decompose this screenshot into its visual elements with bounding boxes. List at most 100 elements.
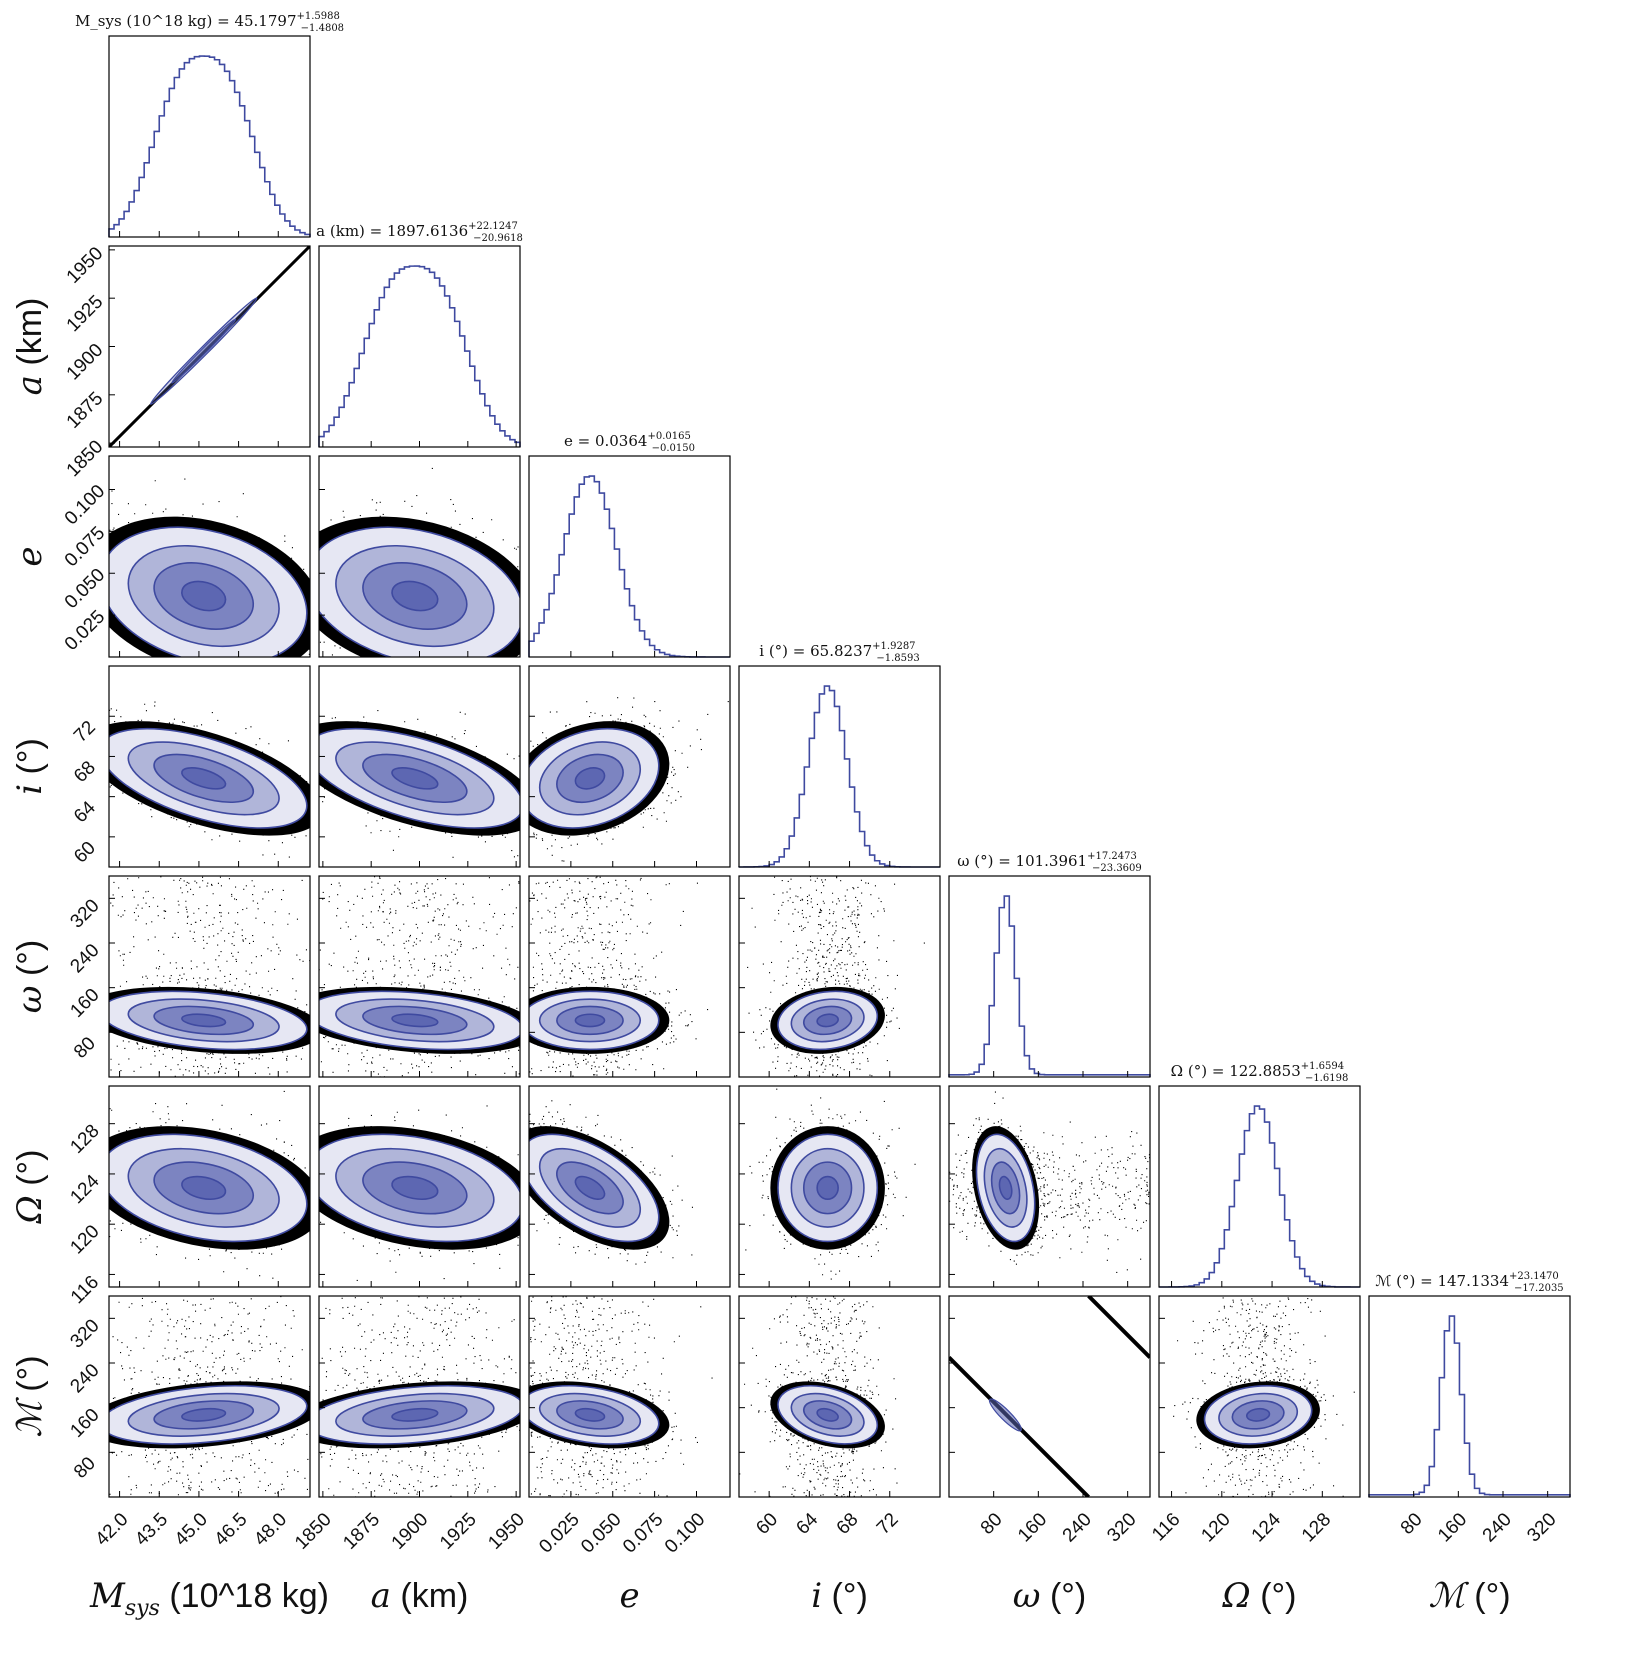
panel-M-vs-msys: [108, 1295, 311, 1498]
contour-level-4: [816, 1407, 839, 1422]
y-axis-label-O: Ω (°): [10, 1150, 50, 1225]
panel-M-vs-w: [948, 1295, 1151, 1498]
x-tick-label: 1925: [436, 1509, 481, 1554]
x-tick-label: 80: [977, 1509, 1007, 1539]
y-tick-label: 1850: [63, 436, 108, 481]
x-axis-label-w: ω (°): [1013, 1576, 1086, 1616]
panel-M-vs-O: [1158, 1295, 1361, 1498]
panel-frame: [108, 1085, 311, 1288]
x-tick-label: 1900: [388, 1509, 433, 1554]
x-axis-label-a: a (km): [371, 1576, 469, 1616]
panel-frame: [108, 455, 311, 658]
y-tick-label: 80: [70, 1453, 100, 1483]
panel-frame: [948, 1295, 1151, 1498]
contour-level-4: [181, 1013, 227, 1028]
hist-panel-M: ℳ (°) = 147.1334+23.1470 −17.2035: [1368, 1271, 1571, 1498]
x-axis-label-M: ℳ (°): [1428, 1576, 1510, 1616]
y-axis-label-w: ω (°): [10, 940, 50, 1013]
x-tick-label: 320: [1523, 1509, 1560, 1546]
x-tick-label: 124: [1248, 1509, 1286, 1547]
hist-frame-O: [1158, 1085, 1361, 1288]
panel-M-vs-e: [528, 1295, 731, 1498]
contour-level-4: [998, 1175, 1013, 1201]
hist-title-median: 122.8853: [1229, 1062, 1301, 1080]
hist-title-err-minus: −1.4808: [301, 23, 344, 34]
scatter-band: [1087, 1296, 1150, 1359]
y-tick-label: 160: [66, 1405, 103, 1442]
hist-title-err-minus: −1.6198: [1305, 1073, 1348, 1084]
x-tick-label: 120: [1197, 1509, 1234, 1546]
panel-O-vs-w: [948, 1085, 1151, 1288]
hist-line-a: [318, 265, 521, 447]
x-tick-label: 240: [1479, 1509, 1516, 1546]
panel-frame: [108, 875, 311, 1078]
x-tick-label: 68: [833, 1509, 863, 1539]
y-tick-label: 1900: [63, 340, 108, 385]
x-axis-label-e: e: [619, 1576, 639, 1616]
hist-title-lhs: e =: [564, 432, 595, 450]
y-tick-label: 320: [66, 895, 103, 932]
panel-M-vs-i: [738, 1295, 941, 1498]
y-tick-label: 0.050: [61, 565, 109, 613]
hist-line-w: [948, 895, 1151, 1077]
hist-title-lhs: ω (°) =: [957, 852, 1015, 870]
panel-O-vs-msys: [108, 1085, 311, 1288]
contour-level-4: [181, 767, 227, 790]
hist-title-median: 101.3961: [1016, 852, 1088, 870]
hist-title-i: i (°) = 65.8237+1.9287 −1.8593: [759, 641, 919, 664]
panel-frame: [528, 1295, 731, 1498]
hist-panel-w: ω (°) = 101.3961+17.2473 −23.3609: [948, 851, 1151, 1078]
contour-ellipse: [988, 1398, 1022, 1432]
y-tick-label: 124: [66, 1171, 104, 1209]
x-axis-label-i: i (°): [811, 1576, 868, 1616]
x-axis-label-O: Ω (°): [1222, 1576, 1297, 1616]
hist-title-lhs: a (km) =: [316, 222, 387, 240]
panel-w-vs-msys: [108, 875, 311, 1078]
contour-level-4: [574, 1013, 606, 1028]
y-tick-label: 240: [66, 940, 103, 977]
y-axis-label-i: i (°): [10, 738, 50, 795]
y-tick-label: 240: [66, 1360, 103, 1397]
panel-e-vs-msys: [108, 455, 311, 658]
panel-frame: [108, 665, 311, 868]
x-tick-label: 160: [1014, 1509, 1051, 1546]
hist-line-i: [738, 685, 940, 868]
panel-frame: [738, 875, 941, 1078]
y-tick-label: 116: [67, 1272, 103, 1308]
contour-level-4: [574, 1407, 606, 1422]
x-tick-label: 64: [792, 1509, 822, 1539]
panel-frame: [108, 1295, 311, 1498]
contour-level-4: [391, 1407, 439, 1422]
y-tick-label: 1950: [63, 243, 108, 288]
panel-a-vs-msys: [108, 245, 311, 448]
hist-title-w: ω (°) = 101.3961+17.2473 −23.3609: [957, 851, 1142, 874]
hist-panel-i: i (°) = 65.8237+1.9287 −1.8593: [738, 641, 941, 868]
hist-frame-M: [1368, 1295, 1571, 1498]
hist-title-median: 45.1797: [234, 12, 296, 30]
contour-level-4: [574, 1175, 606, 1201]
contour-level-4: [391, 1013, 439, 1028]
contour-level-4: [1245, 1407, 1271, 1422]
hist-title-lhs: i (°) =: [759, 642, 810, 660]
hist-line-M: [1368, 1315, 1571, 1497]
hist-title-a: a (km) = 1897.6136+22.1247 −20.9618: [316, 221, 523, 244]
panel-O-vs-i: [738, 1085, 941, 1288]
x-tick-label: 320: [1103, 1509, 1140, 1546]
hist-title-M: ℳ (°) = 147.1334+23.1470 −17.2035: [1375, 1271, 1563, 1294]
contour-level-4: [181, 580, 227, 612]
hist-title-lhs: ℳ (°) =: [1375, 1272, 1437, 1290]
panel-e-vs-a: [318, 455, 521, 658]
hist-line-e: [528, 475, 730, 658]
x-tick-label: 0.025: [535, 1509, 583, 1557]
hist-panel-O: Ω (°) = 122.8853+1.6594 −1.6198: [1158, 1061, 1361, 1288]
hist-title-err-plus: +22.1247: [468, 221, 518, 232]
x-tick-label: 0.100: [661, 1509, 709, 1557]
x-tick-label: 48.0: [250, 1509, 291, 1550]
hist-title-median: 1897.6136: [387, 222, 468, 240]
panel-frame: [738, 1295, 941, 1498]
x-tick-label: 72: [873, 1509, 903, 1539]
panel-frame: [528, 1085, 731, 1288]
hist-title-lhs: Ω (°) =: [1171, 1062, 1230, 1080]
x-tick-label: 1875: [339, 1509, 384, 1554]
